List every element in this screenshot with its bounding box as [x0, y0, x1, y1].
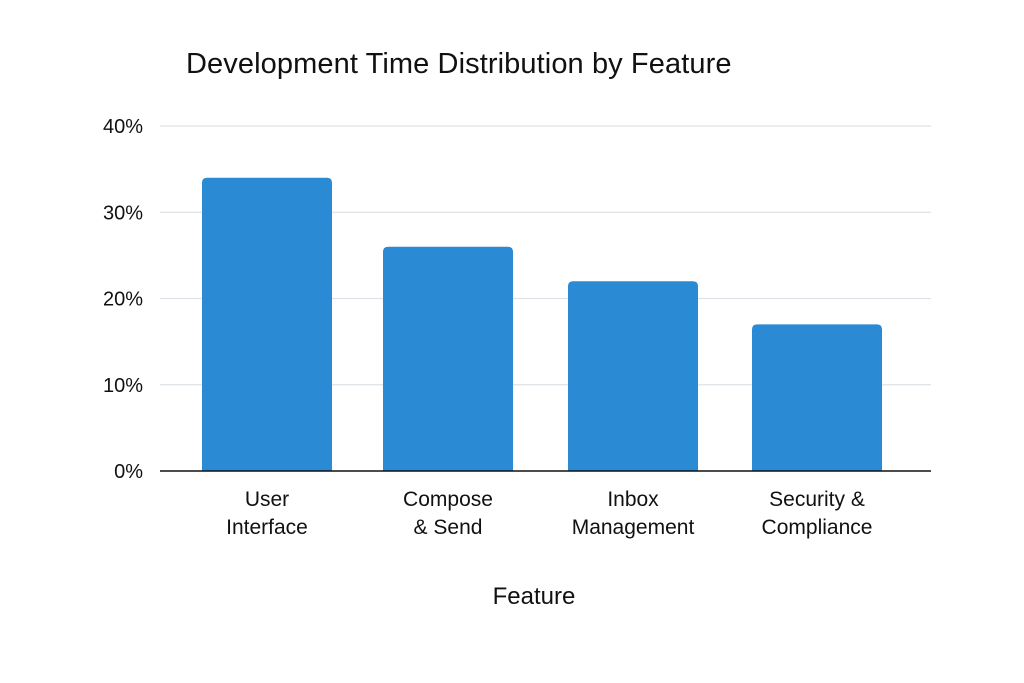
- x-tick-label: Compose & Send: [403, 488, 493, 539]
- bars: [202, 177, 882, 471]
- y-tick-label: 20%: [103, 289, 143, 311]
- y-tick-label: 10%: [103, 375, 143, 397]
- y-tick-label: 40%: [103, 116, 143, 138]
- x-tick-label: Security & Compliance: [762, 488, 873, 539]
- x-axis-title: Feature: [493, 583, 576, 610]
- y-tick-label: 30%: [103, 202, 143, 224]
- bar: [752, 324, 882, 471]
- y-tick-labels: 0% 10% 20% 30% 40%: [103, 116, 143, 483]
- y-tick-label: 0%: [114, 461, 143, 483]
- x-tick-label: User Interface: [226, 488, 308, 539]
- bar: [383, 246, 513, 471]
- x-tick-labels: User Interface Compose & Send Inbox Managemen…: [226, 488, 872, 539]
- x-tick-label: Inbox Management: [572, 488, 695, 539]
- bar: [202, 177, 332, 471]
- chart-title: Development Time Distribution by Feature: [186, 48, 732, 80]
- bar: [568, 281, 698, 471]
